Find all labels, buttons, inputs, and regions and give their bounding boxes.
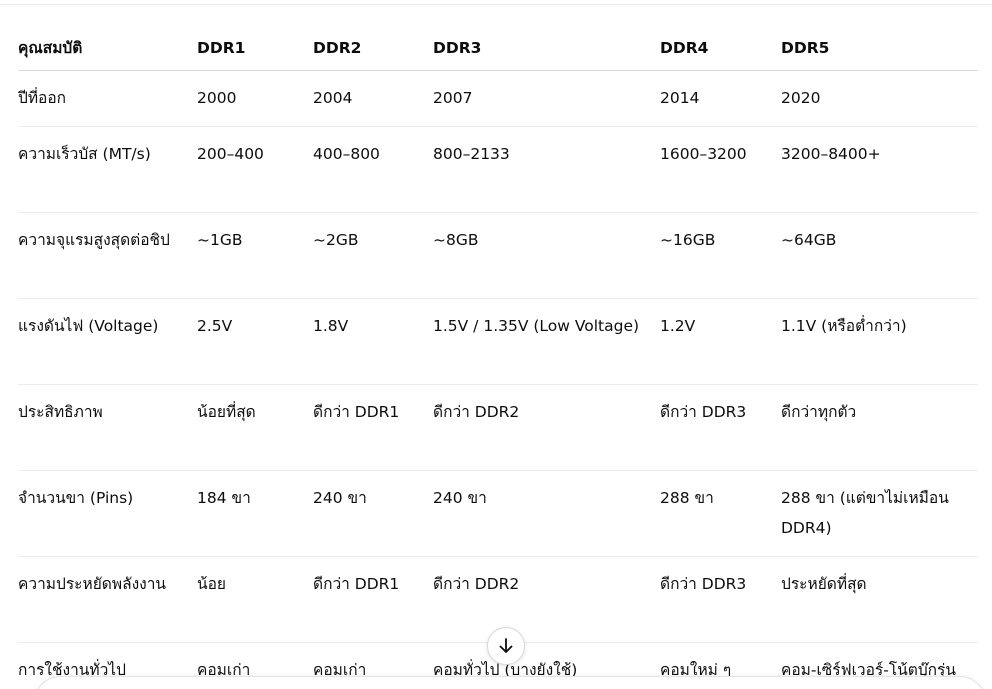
table-cell: ดีกว่า DDR1 — [313, 556, 433, 643]
table-cell: ความจุแรมสูงสุดต่อชิป — [18, 212, 197, 299]
table-cell: 2004 — [313, 70, 433, 127]
table-cell: 1600–3200 — [660, 126, 781, 213]
arrow-down-icon — [499, 638, 513, 653]
table-row: ประสิทธิภาพ น้อยที่สุด ดีกว่า DDR1 ดีกว่… — [18, 384, 978, 471]
table-cell: ดีกว่า DDR2 — [433, 384, 660, 471]
header-cell: DDR3 — [433, 22, 660, 71]
table-cell: 800–2133 — [433, 126, 660, 213]
table-cell: 1.2V — [660, 298, 781, 385]
scroll-to-bottom-button[interactable] — [487, 627, 525, 665]
table-cell: แรงดันไฟ (Voltage) — [18, 298, 197, 385]
table-cell: ความเร็วบัส (MT/s) — [18, 126, 197, 213]
top-divider — [0, 4, 992, 5]
header-cell: คุณสมบัติ — [18, 22, 197, 71]
table-cell: ดีกว่า DDR2 — [433, 556, 660, 643]
table-cell: 2.5V — [197, 298, 313, 385]
header-cell: DDR1 — [197, 22, 313, 71]
table-cell: ~64GB — [781, 212, 978, 299]
table-row: ความจุแรมสูงสุดต่อชิป ~1GB ~2GB ~8GB ~16… — [18, 212, 978, 299]
table-cell: 288 ขา — [660, 470, 781, 557]
table-cell: 184 ขา — [197, 470, 313, 557]
table-cell: ความประหยัดพลังงาน — [18, 556, 197, 643]
table-cell: จำนวนขา (Pins) — [18, 470, 197, 557]
table-cell: 288 ขา (แต่ขาไม่เหมือน DDR4) — [781, 470, 978, 557]
header-cell: DDR4 — [660, 22, 781, 71]
table-cell: ~8GB — [433, 212, 660, 299]
table-cell: 200–400 — [197, 126, 313, 213]
table-cell: 1.5V / 1.35V (Low Voltage) — [433, 298, 660, 385]
table-cell: ดีกว่า DDR3 — [660, 556, 781, 643]
table-cell: ปีที่ออก — [18, 70, 197, 127]
table-cell: 1.8V — [313, 298, 433, 385]
header-cell: DDR5 — [781, 22, 978, 71]
table-cell: 2014 — [660, 70, 781, 127]
table-cell: 240 ขา — [313, 470, 433, 557]
table-cell: ดีกว่า DDR1 — [313, 384, 433, 471]
table-row: ความประหยัดพลังงาน น้อย ดีกว่า DDR1 ดีกว… — [18, 556, 978, 643]
table-cell: น้อยที่สุด — [197, 384, 313, 471]
table-cell: 2020 — [781, 70, 978, 127]
table-cell: 2000 — [197, 70, 313, 127]
table-cell: น้อย — [197, 556, 313, 643]
table-cell: ประหยัดที่สุด — [781, 556, 978, 643]
table-row: ปีที่ออก 2000 2004 2007 2014 2020 — [18, 70, 978, 127]
table-cell: ~2GB — [313, 212, 433, 299]
table-cell: 1.1V (หรือต่ำกว่า) — [781, 298, 978, 385]
message-composer[interactable] — [33, 676, 987, 689]
table-cell: ประสิทธิภาพ — [18, 384, 197, 471]
table-row: จำนวนขา (Pins) 184 ขา 240 ขา 240 ขา 288 … — [18, 470, 978, 557]
table-header-row: คุณสมบัติ DDR1 DDR2 DDR3 DDR4 DDR5 — [18, 22, 978, 71]
table-cell: 3200–8400+ — [781, 126, 978, 213]
table-cell: ดีกว่า DDR3 — [660, 384, 781, 471]
table-cell: ดีกว่าทุกตัว — [781, 384, 978, 471]
ddr-comparison-table: คุณสมบัติ DDR1 DDR2 DDR3 DDR4 DDR5 ปีที่… — [18, 22, 978, 689]
table-cell: ~1GB — [197, 212, 313, 299]
table-cell: 240 ขา — [433, 470, 660, 557]
table-cell: 400–800 — [313, 126, 433, 213]
table-row: แรงดันไฟ (Voltage) 2.5V 1.8V 1.5V / 1.35… — [18, 298, 978, 385]
header-cell: DDR2 — [313, 22, 433, 71]
table-cell: 2007 — [433, 70, 660, 127]
table-row: ความเร็วบัส (MT/s) 200–400 400–800 800–2… — [18, 126, 978, 213]
table-cell: ~16GB — [660, 212, 781, 299]
